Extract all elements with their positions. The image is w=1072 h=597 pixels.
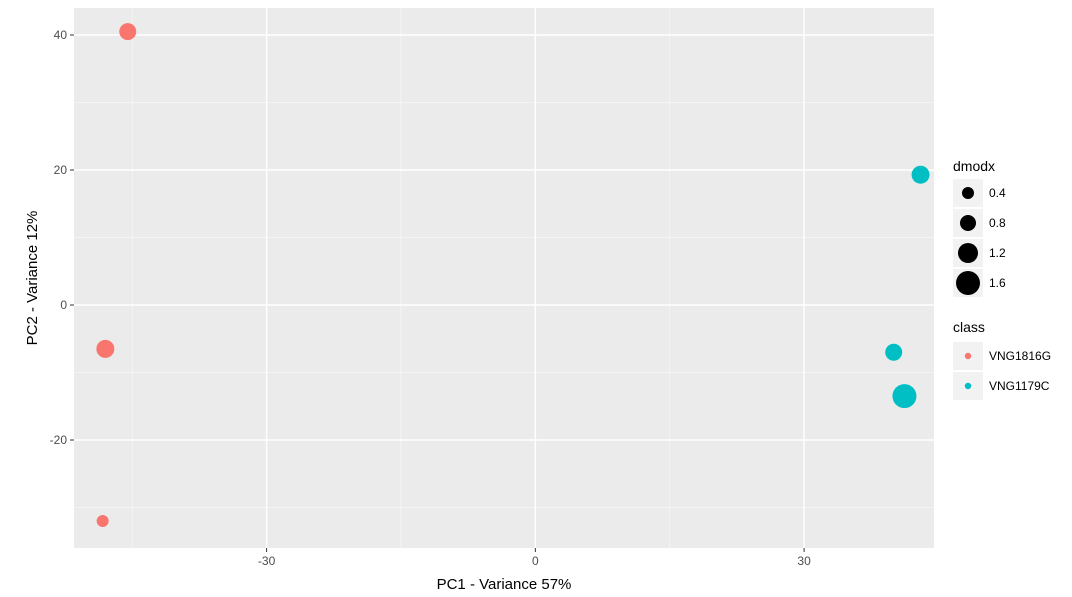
y-tick-label: -20 <box>50 433 68 447</box>
x-axis-title: PC1 - Variance 57% <box>437 576 572 593</box>
color-legend: class VNG1816G VNG1179C <box>953 319 1051 400</box>
size-legend-dot <box>960 215 976 231</box>
y-axis-tick-labels: -20 0 20 40 <box>50 28 68 447</box>
x-tick-label: 0 <box>532 554 539 568</box>
major-gridlines <box>74 8 934 548</box>
size-legend-dot <box>962 187 974 199</box>
color-legend-label: VNG1816G <box>989 349 1051 363</box>
data-point <box>119 23 137 41</box>
data-points <box>96 23 930 527</box>
color-legend-label: VNG1179C <box>989 379 1050 393</box>
axis-ticks <box>70 34 805 552</box>
size-legend-label: 0.4 <box>989 186 1006 200</box>
size-legend-dot <box>956 271 980 295</box>
y-tick-label: 0 <box>60 298 67 312</box>
data-point <box>885 343 903 361</box>
size-legend: dmodx 0.4 0.8 1.2 1.6 <box>953 158 1006 297</box>
data-point <box>96 339 115 358</box>
size-legend-dot <box>958 243 978 263</box>
data-point <box>96 515 109 527</box>
y-tick-label: 20 <box>54 163 68 177</box>
data-point <box>911 165 930 184</box>
size-legend-label: 0.8 <box>989 216 1006 230</box>
color-legend-dot <box>964 352 972 360</box>
y-tick-label: 40 <box>54 28 68 42</box>
x-tick-label: 30 <box>797 554 811 568</box>
x-tick-label: -30 <box>258 554 276 568</box>
minor-gridlines <box>74 8 934 548</box>
size-legend-label: 1.6 <box>989 276 1006 290</box>
y-axis-title: PC2 - Variance 12% <box>24 211 41 346</box>
x-axis-tick-labels: -30 0 30 <box>258 554 811 568</box>
panel-background <box>74 8 934 548</box>
size-legend-title: dmodx <box>953 158 995 174</box>
color-legend-title: class <box>953 319 985 335</box>
data-point <box>892 384 917 409</box>
size-legend-label: 1.2 <box>989 246 1006 260</box>
color-legend-dot <box>964 382 972 390</box>
